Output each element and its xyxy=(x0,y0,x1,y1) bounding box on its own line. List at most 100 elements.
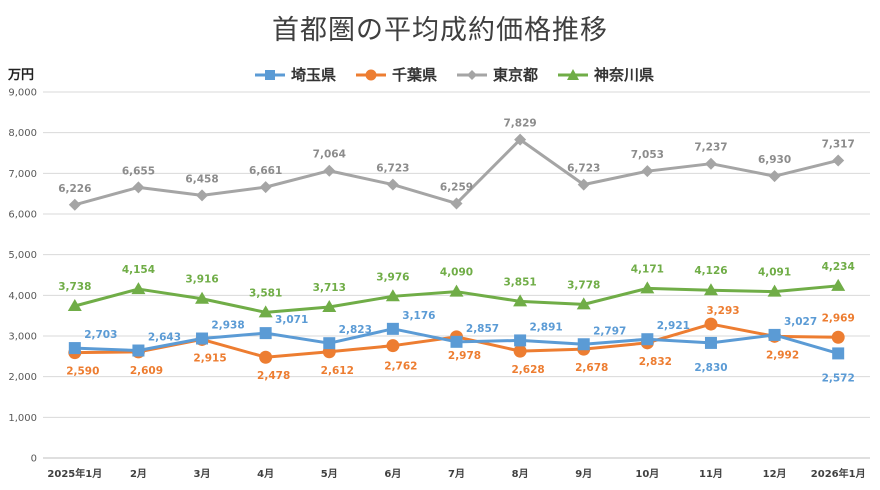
data-point-東京都 xyxy=(641,165,654,178)
data-point-東京都 xyxy=(68,198,81,211)
legend-swatch xyxy=(457,69,488,80)
data-point-東京都 xyxy=(832,154,845,167)
data-label-千葉県: 3,293 xyxy=(706,305,739,317)
x-tick-label: 2026年1月 xyxy=(811,467,866,480)
data-point-神奈川県 xyxy=(576,297,591,310)
data-point-神奈川県 xyxy=(640,281,655,294)
x-tick-label: 3月 xyxy=(194,468,211,480)
x-tick-label: 10月 xyxy=(635,468,659,480)
data-label-神奈川県: 3,713 xyxy=(313,282,346,294)
data-label-神奈川県: 3,976 xyxy=(376,271,409,283)
data-label-埼玉県: 2,823 xyxy=(339,324,372,336)
data-label-埼玉県: 2,572 xyxy=(822,372,855,384)
data-label-東京都: 6,661 xyxy=(249,165,282,177)
data-point-東京都 xyxy=(768,170,781,183)
data-label-千葉県: 2,678 xyxy=(575,362,608,374)
data-point-神奈川県 xyxy=(831,278,846,291)
data-label-千葉県: 2,590 xyxy=(66,366,99,378)
data-label-千葉県: 2,969 xyxy=(822,312,855,324)
data-label-埼玉県: 2,703 xyxy=(84,329,117,341)
data-point-神奈川県 xyxy=(131,282,146,295)
data-label-埼玉県: 2,797 xyxy=(593,325,626,337)
legend-label: 神奈川県 xyxy=(594,66,655,84)
data-label-埼玉県: 3,027 xyxy=(784,316,817,328)
x-tick-label: 12月 xyxy=(763,468,787,480)
data-label-神奈川県: 4,090 xyxy=(440,267,473,279)
data-label-千葉県: 2,612 xyxy=(321,365,354,377)
legend-entry-神奈川県: 神奈川県 xyxy=(558,64,654,85)
data-label-埼玉県: 2,921 xyxy=(657,320,690,332)
x-tick-label: 11月 xyxy=(699,468,723,480)
data-point-神奈川県 xyxy=(195,291,210,304)
legend-entry-東京都: 東京都 xyxy=(457,64,538,85)
data-label-埼玉県: 2,938 xyxy=(211,320,244,332)
data-label-埼玉県: 3,176 xyxy=(402,310,435,322)
legend-label: 東京都 xyxy=(493,66,539,84)
chart-title: 首都圏の平均成約価格推移 xyxy=(272,15,608,46)
data-point-千葉県 xyxy=(704,317,718,331)
data-point-埼玉県 xyxy=(450,335,463,348)
data-label-千葉県: 2,978 xyxy=(448,350,481,362)
data-label-千葉県: 2,478 xyxy=(257,370,290,382)
data-label-埼玉県: 2,857 xyxy=(466,323,499,335)
y-tick-label: 2,000 xyxy=(8,372,37,383)
data-label-東京都: 7,317 xyxy=(822,138,855,150)
x-tick-label: 5月 xyxy=(321,468,338,480)
y-tick-label: 9,000 xyxy=(8,88,37,99)
x-tick-label: 2025年1月 xyxy=(47,467,102,480)
data-label-東京都: 6,930 xyxy=(758,154,791,166)
data-label-神奈川県: 3,916 xyxy=(185,274,218,286)
y-axis-unit: 万円 xyxy=(8,68,35,83)
data-label-埼玉県: 3,071 xyxy=(275,314,308,326)
y-tick-label: 7,000 xyxy=(8,169,37,180)
x-tick-label: 6月 xyxy=(384,468,401,480)
data-point-神奈川県 xyxy=(67,298,82,311)
data-label-東京都: 6,723 xyxy=(376,163,409,175)
data-point-千葉県 xyxy=(831,330,845,344)
legend-entry-埼玉県: 埼玉県 xyxy=(255,64,336,85)
data-label-神奈川県: 4,171 xyxy=(631,263,664,275)
data-point-東京都 xyxy=(514,133,527,146)
legend-swatch xyxy=(255,69,285,80)
data-label-東京都: 6,655 xyxy=(122,165,155,177)
data-label-千葉県: 2,762 xyxy=(384,361,417,373)
y-tick-label: 8,000 xyxy=(8,128,37,139)
legend-label: 千葉県 xyxy=(392,66,438,84)
legend-entry-千葉県: 千葉県 xyxy=(356,64,437,85)
y-tick-label: 0 xyxy=(31,454,37,465)
data-label-埼玉県: 2,891 xyxy=(530,321,563,333)
data-point-千葉県 xyxy=(259,350,273,364)
data-label-東京都: 7,829 xyxy=(504,118,537,130)
legend-label: 埼玉県 xyxy=(291,66,337,84)
data-point-東京都 xyxy=(132,181,145,194)
data-point-埼玉県 xyxy=(323,337,336,350)
data-point-埼玉県 xyxy=(577,338,590,351)
data-label-神奈川県: 4,126 xyxy=(694,265,727,277)
data-point-埼玉県 xyxy=(514,334,527,347)
data-point-神奈川県 xyxy=(513,294,528,307)
data-point-神奈川県 xyxy=(322,300,337,313)
data-label-千葉県: 2,628 xyxy=(512,364,545,376)
x-tick-label: 9月 xyxy=(575,468,592,480)
x-tick-label: 8月 xyxy=(512,468,529,480)
data-label-千葉県: 2,992 xyxy=(766,349,799,361)
data-point-神奈川県 xyxy=(258,305,273,318)
data-point-神奈川県 xyxy=(703,283,718,296)
data-label-千葉県: 2,832 xyxy=(639,356,672,368)
data-point-埼玉県 xyxy=(704,336,717,349)
data-point-東京都 xyxy=(386,178,399,191)
data-label-神奈川県: 3,851 xyxy=(504,276,537,288)
legend-swatch xyxy=(356,69,387,80)
data-label-千葉県: 2,609 xyxy=(130,365,163,377)
y-tick-label: 3,000 xyxy=(8,332,37,343)
legend: 埼玉県 千葉県 東京都 神奈川県 xyxy=(255,64,654,85)
data-point-埼玉県 xyxy=(259,327,272,340)
data-point-埼玉県 xyxy=(132,344,145,357)
data-point-神奈川県 xyxy=(767,284,782,297)
data-point-神奈川県 xyxy=(449,284,464,297)
x-tick-label: 7月 xyxy=(448,468,465,480)
data-label-神奈川県: 4,154 xyxy=(122,264,155,276)
y-tick-label: 4,000 xyxy=(8,291,37,302)
data-label-埼玉県: 2,643 xyxy=(148,332,181,344)
